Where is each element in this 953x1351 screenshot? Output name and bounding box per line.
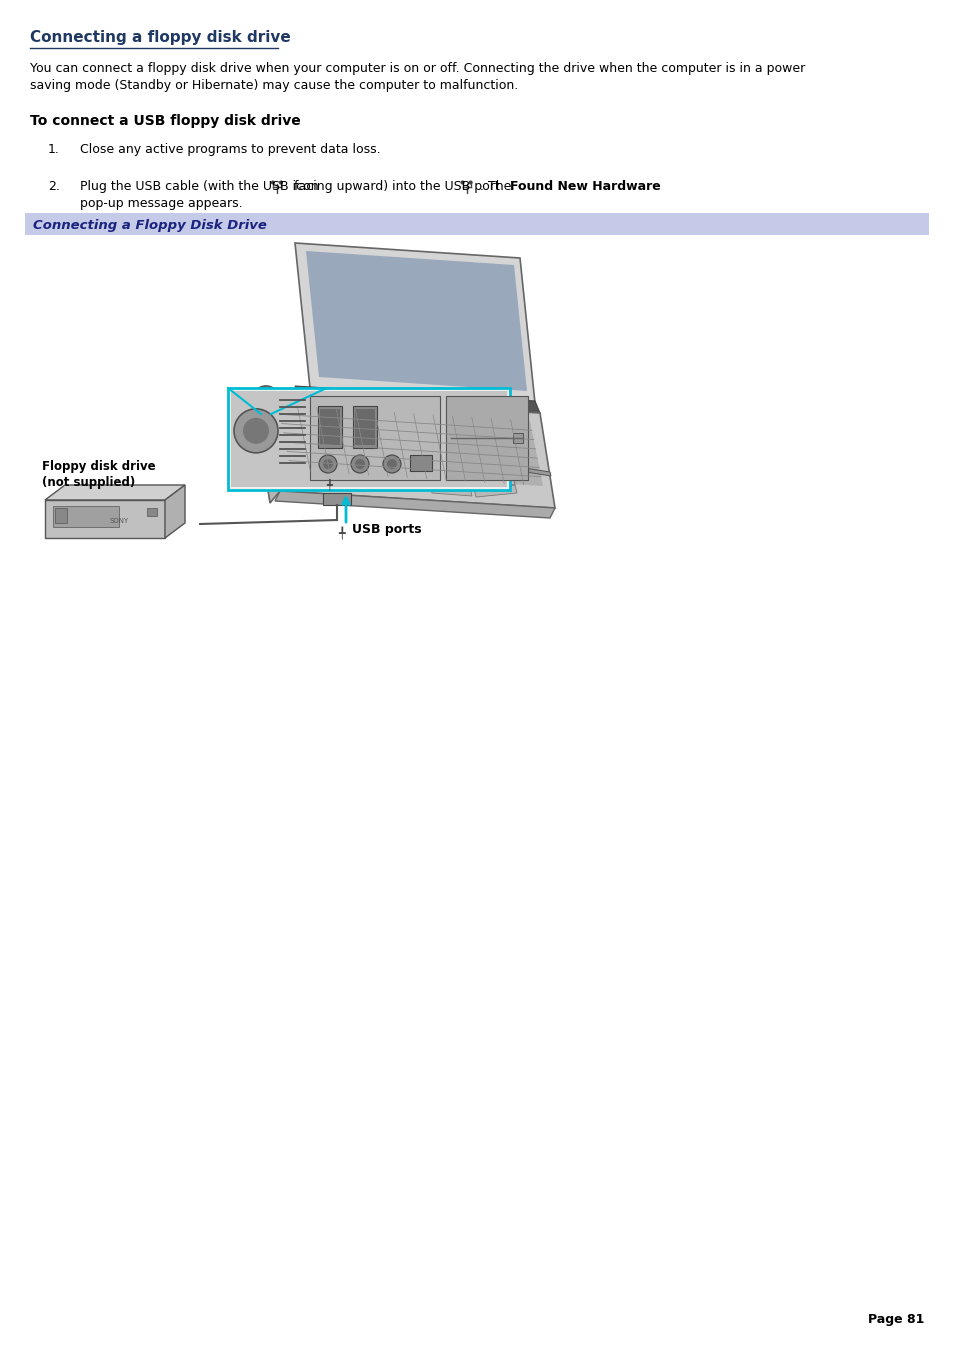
Text: USB ports: USB ports <box>352 523 421 536</box>
Circle shape <box>323 459 333 469</box>
Text: To connect a USB floppy disk drive: To connect a USB floppy disk drive <box>30 113 300 128</box>
Text: ╇: ╇ <box>337 527 344 540</box>
Bar <box>513 434 522 443</box>
Text: Page 81: Page 81 <box>866 1313 923 1325</box>
Circle shape <box>469 181 472 184</box>
Bar <box>323 493 351 505</box>
Bar <box>446 396 527 480</box>
Text: Floppy disk drive: Floppy disk drive <box>42 459 155 473</box>
Bar <box>355 409 375 444</box>
Text: facing upward) into the USB port: facing upward) into the USB port <box>290 180 503 193</box>
Circle shape <box>460 181 463 184</box>
Polygon shape <box>294 243 535 403</box>
Bar <box>317 407 341 449</box>
Circle shape <box>252 386 280 413</box>
Polygon shape <box>524 467 551 476</box>
Text: ╇: ╇ <box>326 480 332 490</box>
Polygon shape <box>277 405 542 486</box>
Circle shape <box>318 455 336 473</box>
Text: Close any active programs to prevent data loss.: Close any active programs to prevent dat… <box>80 143 380 155</box>
Polygon shape <box>265 396 555 508</box>
Bar <box>410 455 432 471</box>
Bar <box>310 396 439 480</box>
Circle shape <box>351 455 369 473</box>
Text: Connecting a Floppy Disk Drive: Connecting a Floppy Disk Drive <box>33 219 267 231</box>
Bar <box>25 213 928 235</box>
Circle shape <box>243 417 269 444</box>
Text: 2.: 2. <box>48 180 60 193</box>
Polygon shape <box>430 485 472 496</box>
Bar <box>53 507 119 527</box>
Circle shape <box>233 409 277 453</box>
Text: Plug the USB cable (with the USB icon: Plug the USB cable (with the USB icon <box>80 180 322 193</box>
Text: You can connect a floppy disk drive when your computer is on or off. Connecting : You can connect a floppy disk drive when… <box>30 62 804 76</box>
Text: saving mode (Standby or Hibernate) may cause the computer to malfunction.: saving mode (Standby or Hibernate) may c… <box>30 78 517 92</box>
Circle shape <box>382 455 400 473</box>
Polygon shape <box>165 485 185 538</box>
Circle shape <box>272 181 274 184</box>
Polygon shape <box>45 485 185 500</box>
Bar <box>55 508 67 523</box>
Circle shape <box>279 181 282 184</box>
Polygon shape <box>274 490 555 517</box>
Bar <box>228 388 510 490</box>
Bar <box>319 409 339 444</box>
Text: . The: . The <box>479 180 515 193</box>
Text: Found New Hardware: Found New Hardware <box>509 180 660 193</box>
Text: 1.: 1. <box>48 143 60 155</box>
Polygon shape <box>254 396 280 503</box>
Text: SONY: SONY <box>110 517 129 524</box>
Text: Connecting a floppy disk drive: Connecting a floppy disk drive <box>30 30 291 45</box>
Circle shape <box>257 392 274 408</box>
Polygon shape <box>474 485 517 497</box>
Polygon shape <box>430 457 515 485</box>
Text: pop-up message appears.: pop-up message appears. <box>80 197 242 209</box>
Polygon shape <box>45 500 165 538</box>
Bar <box>353 407 376 449</box>
Bar <box>147 508 157 516</box>
Circle shape <box>387 459 396 469</box>
Polygon shape <box>294 386 539 413</box>
Polygon shape <box>306 251 526 390</box>
Bar <box>231 390 506 486</box>
Text: (not supplied): (not supplied) <box>42 476 135 489</box>
Circle shape <box>355 459 365 469</box>
